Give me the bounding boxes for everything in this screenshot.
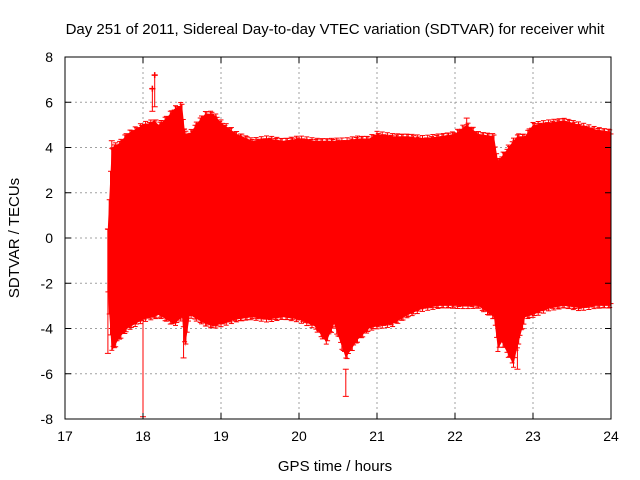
x-tick-label: 21 xyxy=(369,428,385,444)
x-tick-label: 20 xyxy=(291,428,307,444)
y-axis-label: SDTVAR / TECUs xyxy=(6,178,23,298)
x-tick-label: 24 xyxy=(603,428,619,444)
chart-title: Day 251 of 2011, Sidereal Day-to-day VTE… xyxy=(66,21,606,38)
x-axis-label: GPS time / hours xyxy=(278,458,392,475)
series-sdtvar xyxy=(104,72,614,418)
x-tick-label: 22 xyxy=(447,428,463,444)
x-tick-label: 17 xyxy=(57,428,73,444)
y-tick-label: 4 xyxy=(45,140,53,156)
y-tick-label: 0 xyxy=(45,230,53,246)
y-tick-label: 2 xyxy=(45,185,53,201)
y-tick-label: 6 xyxy=(45,94,53,110)
x-tick-label: 23 xyxy=(525,428,541,444)
y-tick-label: -8 xyxy=(41,411,54,427)
axis-ticks xyxy=(64,56,612,420)
y-tick-label: 8 xyxy=(45,49,53,65)
y-tick-label: -2 xyxy=(41,275,54,291)
y-tick-label: -6 xyxy=(41,366,54,382)
x-tick-label: 18 xyxy=(135,428,151,444)
x-tick-label: 19 xyxy=(213,428,229,444)
y-tick-label: -4 xyxy=(41,321,54,337)
